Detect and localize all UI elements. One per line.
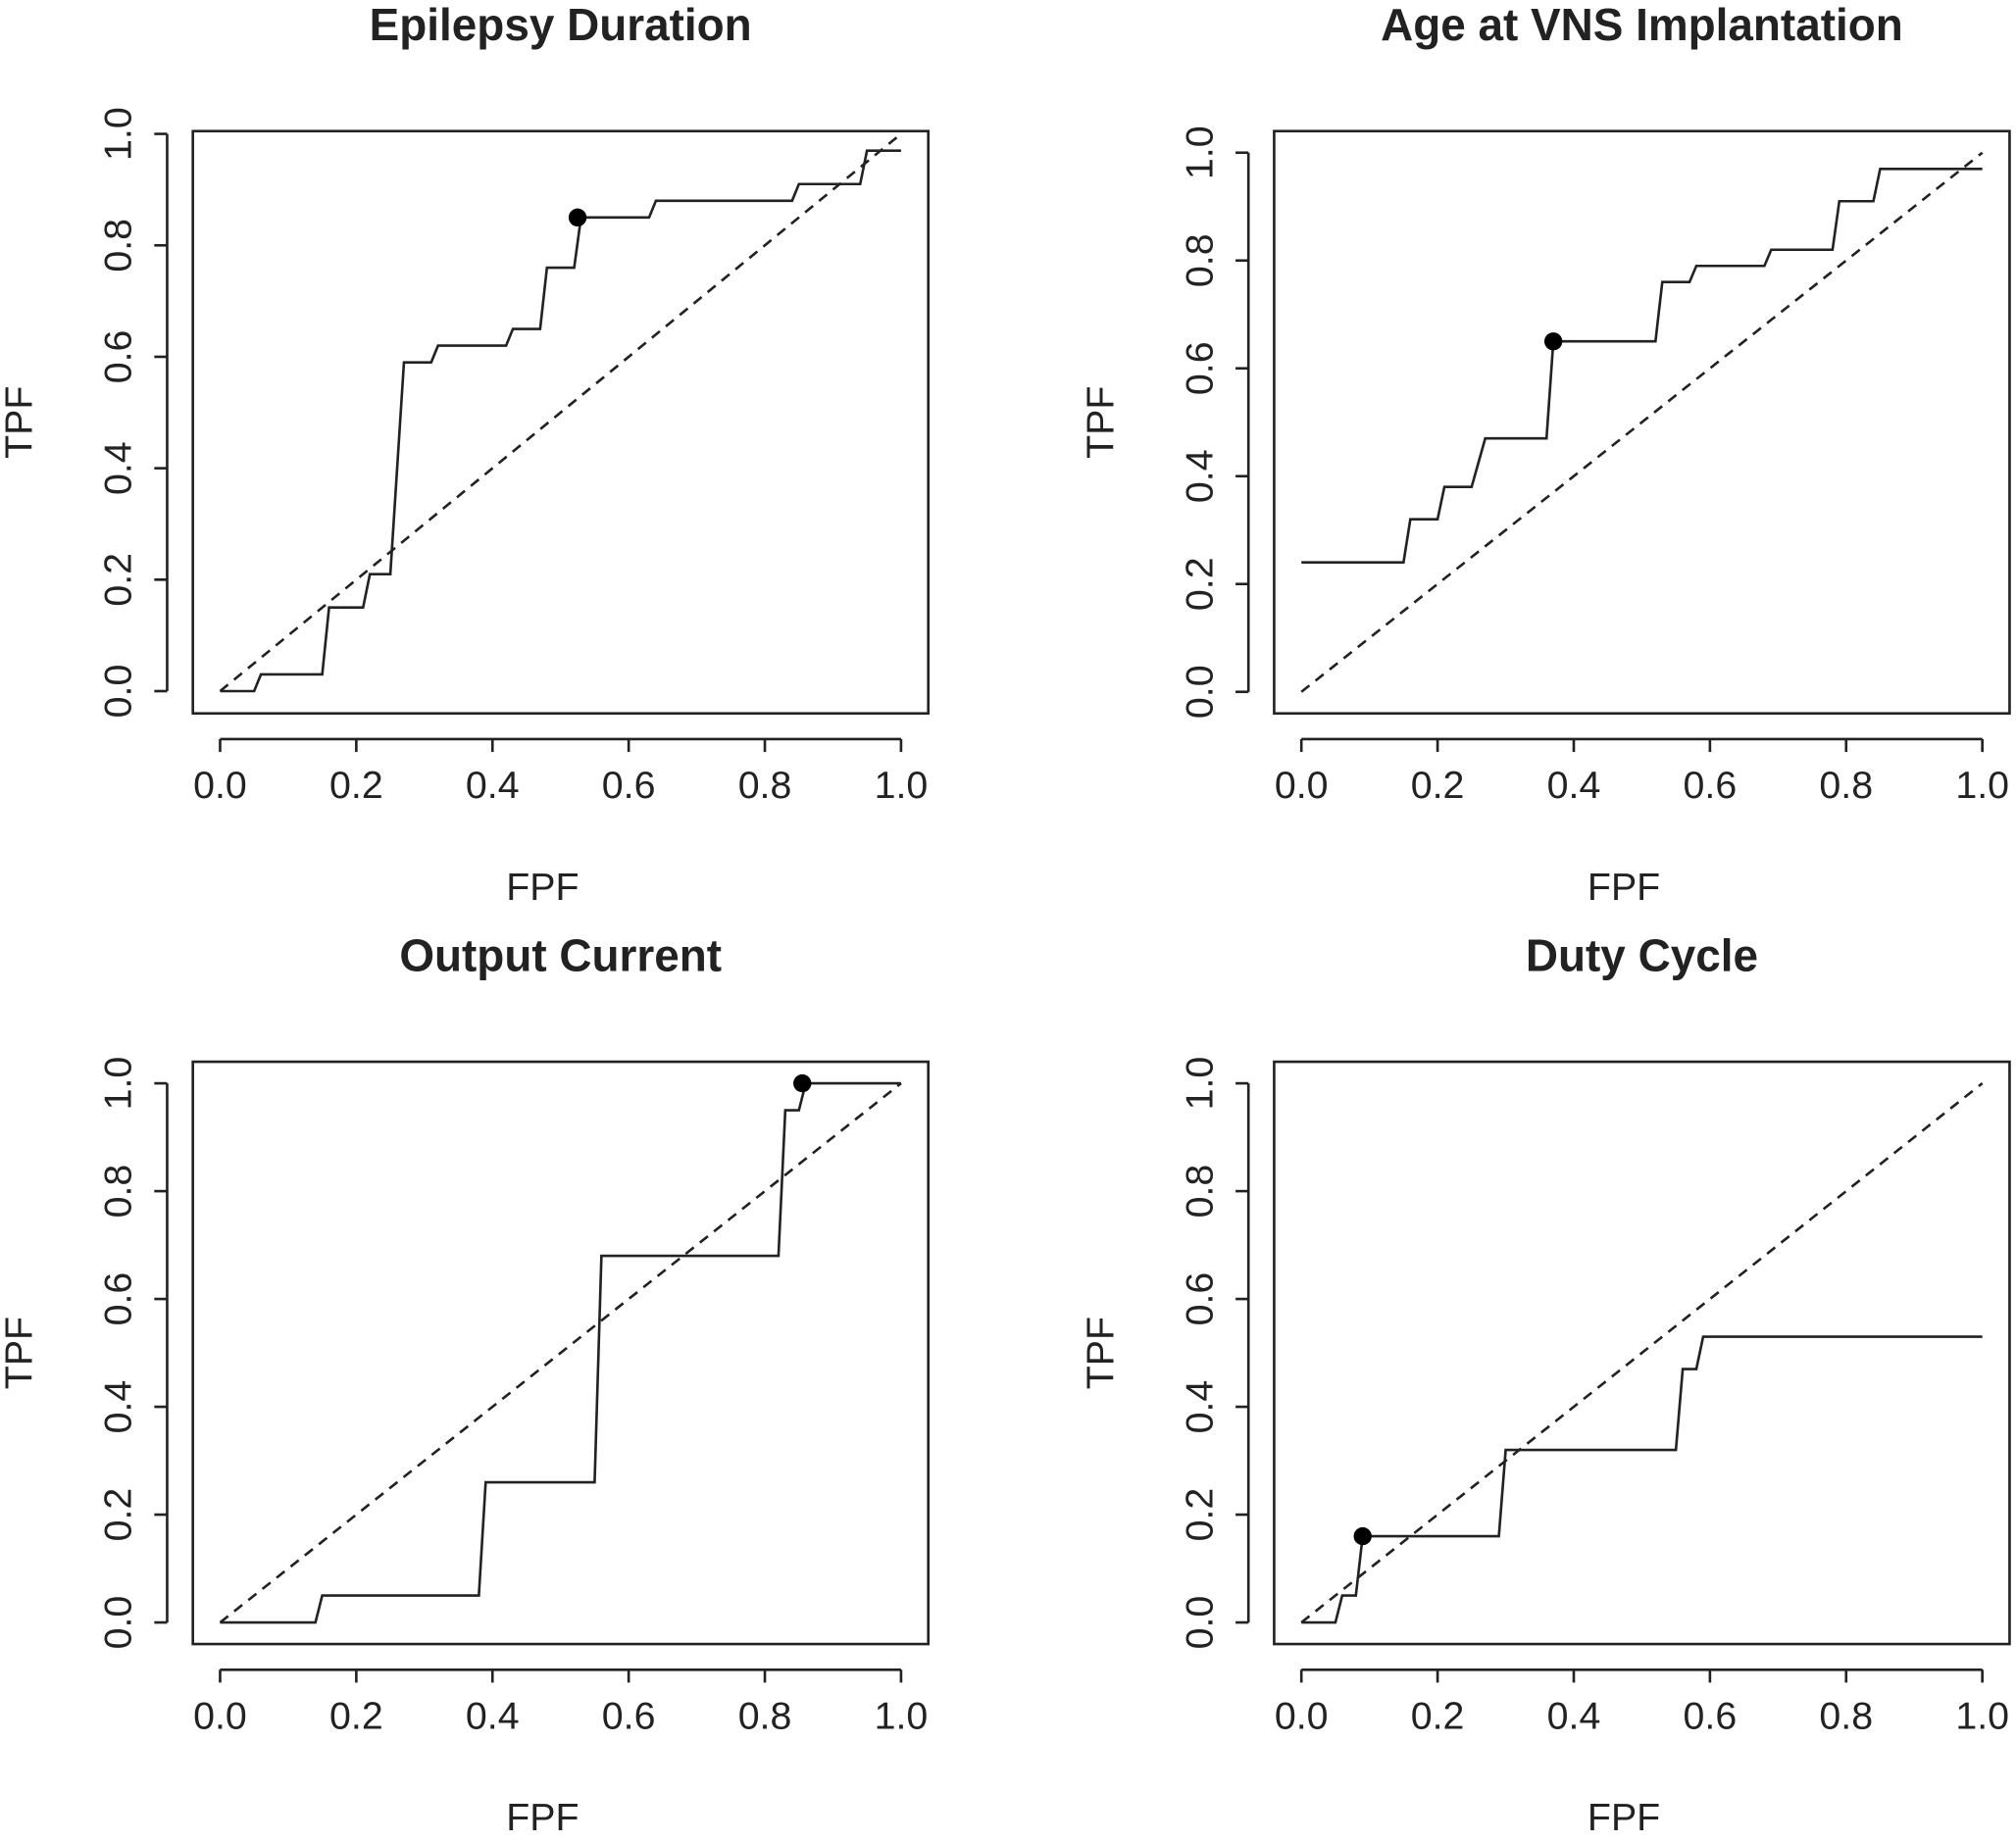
- y-tick-label: 1.0: [1178, 125, 1221, 179]
- y-axis-label: TPF: [0, 386, 41, 459]
- x-tick-label: 0.6: [602, 1695, 656, 1738]
- x-tick-label: 0.6: [1684, 1695, 1738, 1738]
- y-tick-label: 0.8: [97, 1165, 140, 1219]
- x-tick-label: 1.0: [1955, 764, 2009, 807]
- roc-curve: [220, 1081, 901, 1624]
- panel: Epilepsy Duration 0.0 0.2 0.4 0.6 0.8 1.0 0.0 0.…: [0, 0, 931, 909]
- panel: Output Current 0.0 0.2 0.4 0.6 0.8 1.0 0.0 0.2 0.…: [0, 929, 931, 1839]
- y-axis-label: TPF: [1079, 386, 1122, 459]
- x-tick-label: 0.4: [1547, 1695, 1601, 1738]
- reference-diagonal: [1300, 151, 1984, 693]
- x-tick-label: 0.8: [1819, 764, 1873, 807]
- y-tick-label: 0.0: [97, 1596, 140, 1650]
- optimal-point: [793, 1073, 812, 1093]
- x-tick-label: 0.8: [738, 764, 792, 807]
- plot-frame: [191, 129, 931, 716]
- x-tick-label: 0.2: [329, 764, 383, 807]
- y-tick-label: 0.8: [1178, 233, 1221, 287]
- x-tick-label: 1.0: [875, 764, 929, 807]
- y-tick-label: 0.2: [97, 553, 140, 607]
- roc-curve: [220, 149, 901, 693]
- panel: Age at VNS Implantation 0.0 0.2 0.4 0.6 0.8 1.…: [1079, 0, 2011, 909]
- x-axis-label: FPF: [1588, 866, 1660, 909]
- plot-frame: [1273, 129, 2011, 716]
- y-tick-label: 0.2: [1178, 557, 1221, 611]
- x-tick-label: 0.6: [1684, 764, 1738, 807]
- y-tick-label: 0.8: [1178, 1165, 1221, 1219]
- y-tick-label: 1.0: [97, 1057, 140, 1111]
- chart-title: Output Current: [399, 929, 722, 980]
- y-tick-label: 0.6: [97, 330, 140, 384]
- x-axis-label: FPF: [506, 866, 579, 909]
- y-tick-label: 1.0: [1178, 1057, 1221, 1111]
- x-tick-label: 0.0: [193, 764, 247, 807]
- x-tick-label: 0.4: [1547, 764, 1601, 807]
- chart-title: Epilepsy Duration: [370, 0, 752, 50]
- optimal-point: [568, 208, 587, 227]
- x-tick-label: 0.6: [602, 764, 656, 807]
- y-tick-label: 0.0: [1178, 665, 1221, 719]
- x-tick-label: 0.8: [1819, 1695, 1873, 1738]
- y-axis-label: TPF: [1079, 1317, 1122, 1389]
- reference-diagonal: [1300, 1082, 1984, 1624]
- optimal-point: [1543, 332, 1563, 351]
- y-tick-label: 0.6: [97, 1272, 140, 1326]
- x-tick-label: 0.4: [466, 764, 520, 807]
- optimal-point: [1353, 1526, 1372, 1546]
- y-tick-label: 0.2: [1178, 1488, 1221, 1542]
- x-tick-label: 0.2: [329, 1695, 383, 1738]
- y-tick-label: 0.8: [97, 219, 140, 273]
- y-tick-label: 0.2: [97, 1488, 140, 1542]
- x-axis-label: FPF: [506, 1796, 579, 1839]
- chart-title: Duty Cycle: [1526, 929, 1758, 980]
- reference-diagonal: [219, 132, 902, 693]
- x-tick-label: 0.8: [738, 1695, 792, 1738]
- y-tick-label: 0.0: [97, 665, 140, 719]
- reference-diagonal: [219, 1082, 902, 1624]
- y-tick-label: 0.4: [1178, 449, 1221, 503]
- y-tick-label: 0.4: [97, 441, 140, 495]
- y-tick-label: 0.6: [1178, 1272, 1221, 1326]
- panel: Duty Cycle 0.0 0.2 0.4 0.6 0.8 1.0 0.0 0.2 0.4 0.6…: [1079, 929, 2011, 1839]
- y-tick-label: 0.6: [1178, 341, 1221, 395]
- x-tick-label: 0.2: [1411, 1695, 1465, 1738]
- y-tick-label: 0.4: [97, 1380, 140, 1434]
- roc-curve: [1301, 1335, 1983, 1624]
- y-axis-label: TPF: [0, 1317, 41, 1389]
- roc-curve: [1301, 167, 1983, 565]
- plot-frame: [191, 1060, 931, 1646]
- x-tick-label: 0.0: [1275, 1695, 1329, 1738]
- x-tick-label: 0.2: [1411, 764, 1465, 807]
- x-tick-label: 1.0: [1955, 1695, 2009, 1738]
- y-tick-label: 1.0: [97, 107, 140, 161]
- x-tick-label: 1.0: [875, 1695, 929, 1738]
- y-tick-label: 0.4: [1178, 1380, 1221, 1434]
- x-axis-label: FPF: [1588, 1796, 1660, 1839]
- y-tick-label: 0.0: [1178, 1596, 1221, 1650]
- chart-title: Age at VNS Implantation: [1381, 0, 1903, 50]
- plot-frame: [1273, 1060, 2011, 1646]
- x-tick-label: 0.0: [1275, 764, 1329, 807]
- x-tick-label: 0.4: [466, 1695, 520, 1738]
- x-tick-label: 0.0: [193, 1695, 247, 1738]
